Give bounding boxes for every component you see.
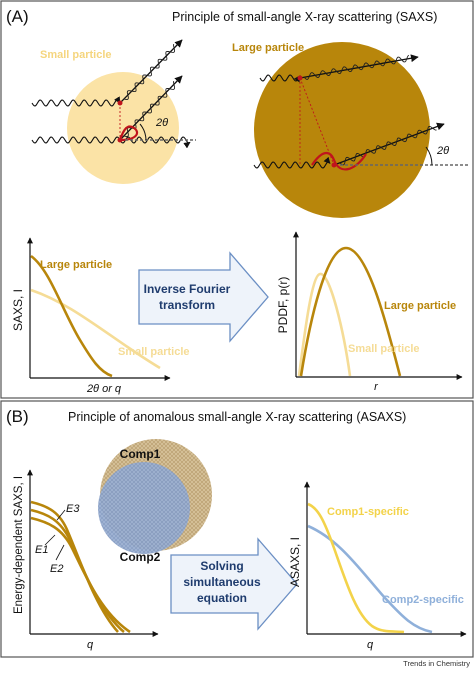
small-particle-waves: 2θ xyxy=(31,39,196,149)
solving-text-2: simultaneous xyxy=(183,575,261,589)
incident-wave-2 xyxy=(31,136,191,149)
panel-a-label: (A) xyxy=(6,7,29,26)
solving-text-1: Solving xyxy=(200,559,243,573)
incident-wave-1 xyxy=(31,96,121,107)
footer-credit: Trends in Chemistry xyxy=(403,659,470,668)
large-particle-waves: 2θ xyxy=(253,54,468,171)
energy-dependent-plot: E3 E1 E2 Energy-dependent SAXS, I q xyxy=(13,469,159,651)
path-difference-segment xyxy=(118,125,139,142)
large-particle-circle xyxy=(254,42,430,218)
panel-b-border xyxy=(0,400,474,658)
incident-wave-4 xyxy=(253,156,331,169)
angle-label-large: 2θ xyxy=(436,145,449,157)
panel-b-title: Principle of anomalous small-angle X-ray… xyxy=(68,410,406,424)
e1-label: E1 xyxy=(35,544,48,556)
saxs-xlabel: 2θ or q xyxy=(86,383,122,395)
comp2-specific-label: Comp2-specific xyxy=(382,594,464,606)
saxs-large-particle-curve xyxy=(30,254,113,378)
e2-label: E2 xyxy=(50,563,63,575)
pddf-xlabel: r xyxy=(374,381,379,393)
pddf-ylabel: PDDF, p(r) xyxy=(276,277,290,334)
small-particle-label: Small particle xyxy=(40,49,112,61)
asaxs-ylabel: ASAXS, I xyxy=(288,537,302,587)
angle-arc xyxy=(139,123,147,141)
comp1-specific-label: Comp1-specific xyxy=(327,506,409,518)
scattered-oscillation-1 xyxy=(123,44,176,100)
energy-xlabel: q xyxy=(87,639,94,651)
panel-a-border xyxy=(0,0,474,399)
inverse-fourier-arrow: Inverse Fourier transform xyxy=(138,251,269,343)
asaxs-plot: Comp1-specific Comp2-specific ASAXS, I q xyxy=(288,481,467,651)
solving-equation-arrow: Solving simultaneous equation xyxy=(170,537,298,631)
pddf-large-particle-label: Large particle xyxy=(384,300,456,312)
scattered-wave-4 xyxy=(333,122,445,166)
energy-curve-e2 xyxy=(30,516,131,634)
saxs-small-particle-label: Small particle xyxy=(118,346,190,358)
asaxs-comp1-curve xyxy=(307,502,405,634)
pddf-large-particle-curve xyxy=(299,246,402,377)
asaxs-xlabel: q xyxy=(367,639,374,651)
panel-b-label: (B) xyxy=(6,407,29,426)
scattered-oscillation-3 xyxy=(303,54,410,80)
e3-label: E3 xyxy=(66,503,80,515)
solving-text-3: equation xyxy=(197,591,247,605)
scatter-point-2 xyxy=(117,137,123,143)
comp1-label: Comp1 xyxy=(120,447,161,461)
scatter-point-4 xyxy=(331,162,337,168)
asaxs-comp2-curve xyxy=(307,524,433,634)
scattered-oscillation-4 xyxy=(339,125,437,166)
saxs-small-particle-curve xyxy=(30,288,161,370)
energy-curve-e3 xyxy=(30,500,119,633)
composite-particle: Comp1 Comp2 xyxy=(98,439,212,564)
angle-label: 2θ xyxy=(155,117,168,129)
saxs-plot: Large particle Small particle SAXS, I 2θ… xyxy=(11,237,190,395)
inverse-fourier-text-1: Inverse Fourier xyxy=(144,282,231,296)
e3-leader xyxy=(56,509,66,521)
saxs-ylabel: SAXS, I xyxy=(11,289,25,331)
energy-curve-e1 xyxy=(30,508,125,633)
solving-arrow-shape xyxy=(170,537,298,631)
comp2-circle xyxy=(98,462,190,554)
angle-arc-large xyxy=(425,146,433,166)
scatter-point-1 xyxy=(117,100,123,106)
inverse-fourier-arrow-shape xyxy=(138,251,269,343)
pddf-plot: Large particle Small particle PDDF, p(r)… xyxy=(276,231,463,393)
energy-ylabel: Energy-dependent SAXS, I xyxy=(13,476,25,614)
pddf-small-particle-label: Small particle xyxy=(348,343,420,355)
e1-leader xyxy=(44,534,56,546)
e2-leader xyxy=(55,544,65,561)
saxs-large-particle-label: Large particle xyxy=(40,259,112,271)
path-difference-line-large xyxy=(299,77,335,166)
comp2-label: Comp2 xyxy=(120,550,161,564)
inverse-fourier-text-2: transform xyxy=(159,298,215,312)
panel-a-title: Principle of small-angle X-ray scatterin… xyxy=(172,10,437,24)
large-particle-label: Large particle xyxy=(232,42,304,54)
scatter-point-3 xyxy=(297,75,303,81)
incident-wave-3 xyxy=(259,74,301,83)
pddf-small-particle-curve xyxy=(297,272,352,377)
